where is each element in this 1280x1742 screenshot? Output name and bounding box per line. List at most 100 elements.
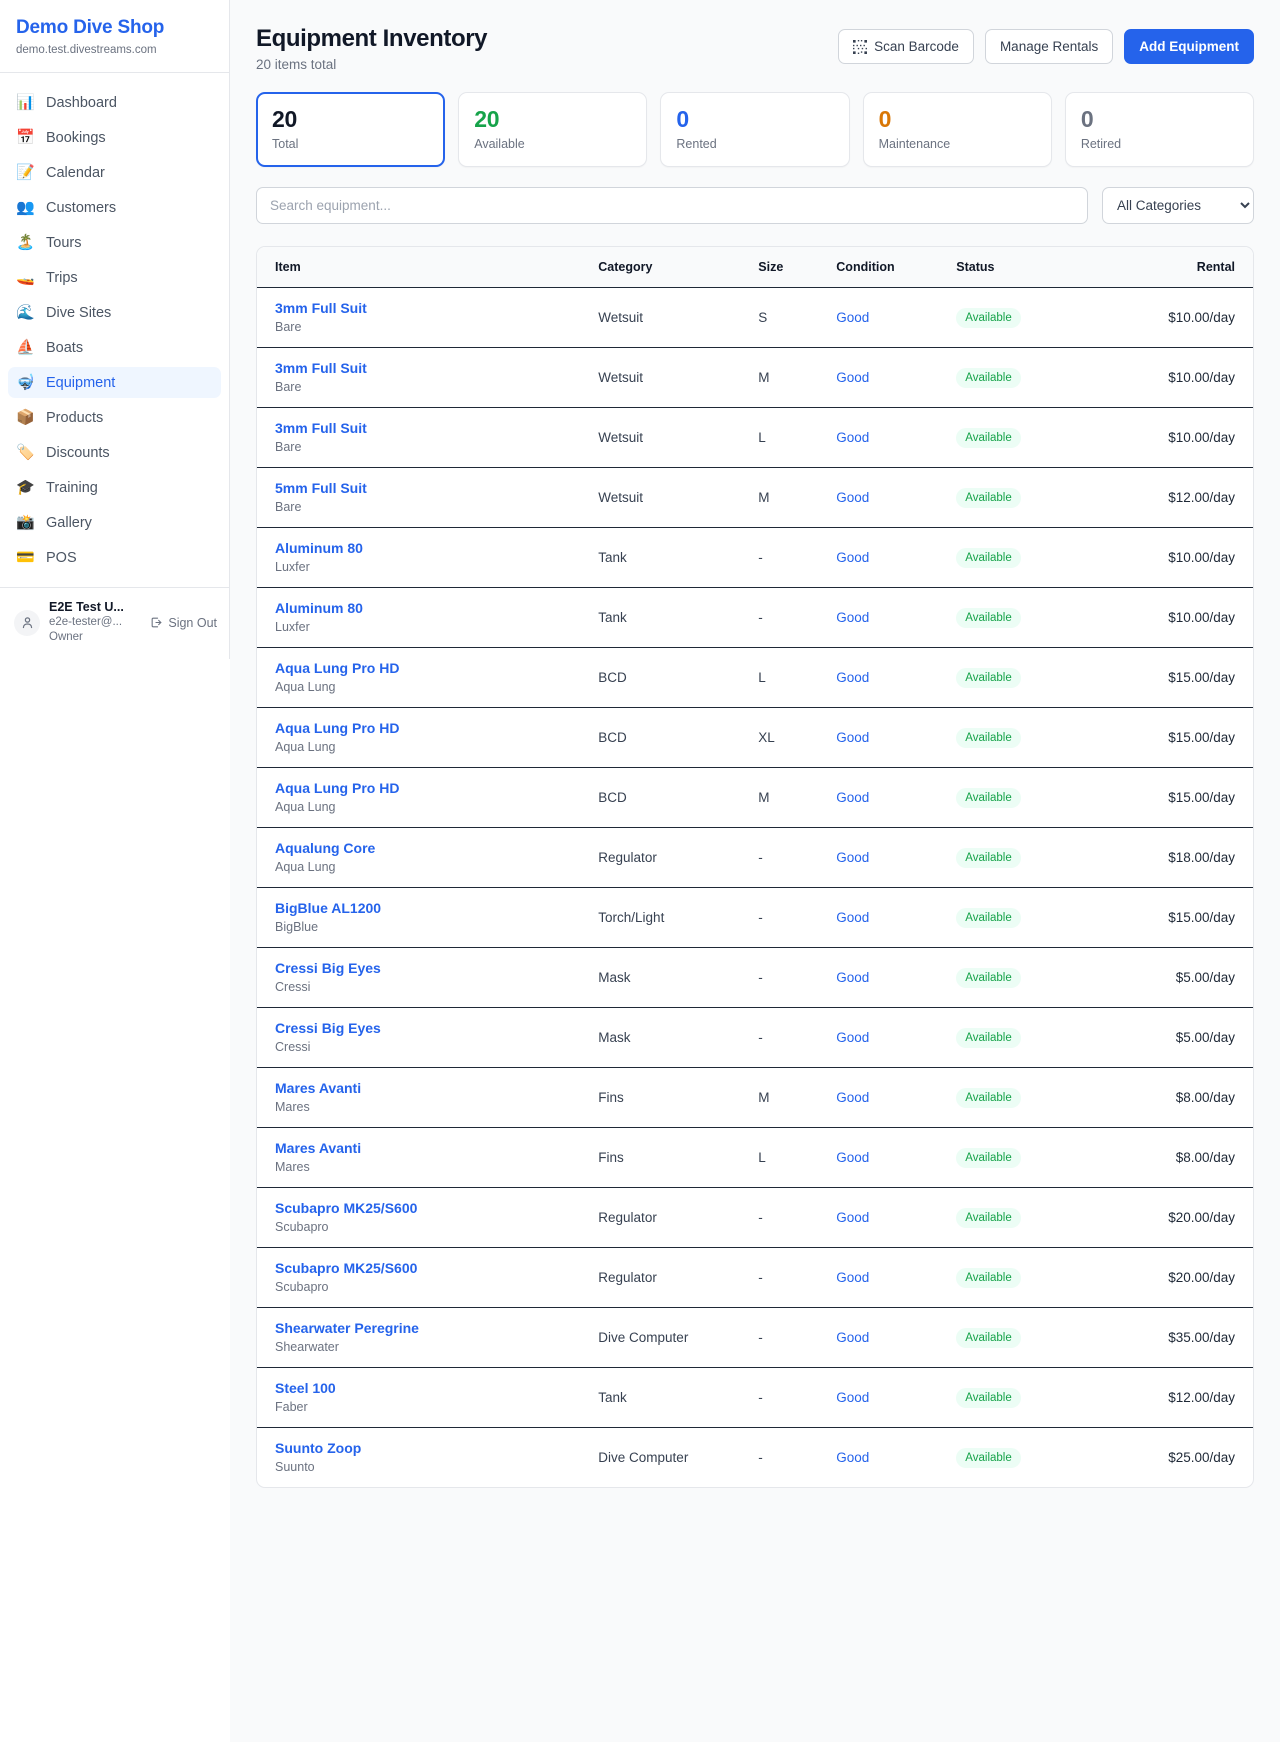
condition-link[interactable]: Good [836, 1330, 870, 1345]
sidebar-item-pos[interactable]: 💳 POS [8, 542, 221, 573]
item-name-link[interactable]: Mares Avanti [275, 1080, 362, 1096]
table-row[interactable]: 3mm Full Suit Bare Wetsuit S Good Available $1… [257, 287, 1253, 348]
condition-link[interactable]: Good [836, 1210, 870, 1225]
sidebar-item-bookings[interactable]: 📅 Bookings [8, 122, 221, 153]
condition-link[interactable]: Good [836, 1270, 870, 1285]
sidebar-item-customers[interactable]: 👥 Customers [8, 192, 221, 223]
column-header-condition[interactable]: Condition [836, 247, 957, 288]
condition-link[interactable]: Good [836, 1450, 870, 1465]
table-row[interactable]: Cressi Big Eyes Cressi Mask - Good Available $… [257, 1007, 1253, 1068]
table-row[interactable]: Scubapro MK25/S600 Scubapro Regulator - Good… [257, 1187, 1253, 1248]
table-row[interactable]: 3mm Full Suit Bare Wetsuit L Good Available $1… [257, 407, 1253, 468]
condition-link[interactable]: Good [836, 610, 870, 625]
condition-link[interactable]: Good [836, 850, 870, 865]
condition-link[interactable]: Good [836, 790, 870, 805]
add-equipment-button[interactable]: Add Equipment [1124, 29, 1254, 64]
sidebar-item-dive-sites[interactable]: 🌊 Dive Sites [8, 297, 221, 328]
item-name-link[interactable]: Aluminum 80 [275, 540, 363, 556]
condition-link[interactable]: Good [836, 910, 870, 925]
item-name-link[interactable]: 5mm Full Suit [275, 480, 367, 496]
column-header-size[interactable]: Size [758, 247, 837, 288]
sidebar-item-discounts[interactable]: 🏷️ Discounts [8, 437, 221, 468]
condition-link[interactable]: Good [836, 370, 870, 385]
column-header-status[interactable]: Status [956, 247, 1075, 288]
sidebar-item-dashboard[interactable]: 📊 Dashboard [8, 87, 221, 118]
sidebar-item-calendar[interactable]: 📝 Calendar [8, 157, 221, 188]
table-row[interactable]: Aluminum 80 Luxfer Tank - Good Available $10.0… [257, 587, 1253, 648]
stat-card-total[interactable]: 20 Total [256, 92, 446, 167]
cell-status: Available [956, 647, 1075, 708]
stat-card-retired[interactable]: 0 Retired [1064, 92, 1255, 167]
table-row[interactable]: Mares Avanti Mares Fins L Good Available $8.00… [257, 1127, 1253, 1188]
item-name-link[interactable]: Steel 100 [275, 1380, 336, 1396]
table-row[interactable]: Steel 100 Faber Tank - Good Available $12.00/d… [257, 1367, 1253, 1428]
stat-card-maintenance[interactable]: 0 Maintenance [862, 92, 1052, 167]
table-row[interactable]: Aqua Lung Pro HD Aqua Lung BCD L Good Availab… [257, 647, 1253, 708]
condition-link[interactable]: Good [836, 430, 870, 445]
sidebar-item-boats[interactable]: ⛵ Boats [8, 332, 221, 363]
condition-link[interactable]: Good [836, 670, 870, 685]
item-name-link[interactable]: 3mm Full Suit [275, 300, 367, 316]
sign-out-button[interactable]: Sign Out [150, 616, 217, 630]
condition-link[interactable]: Good [836, 1030, 870, 1045]
item-name-link[interactable]: BigBlue AL1200 [275, 900, 382, 916]
condition-link[interactable]: Good [836, 970, 870, 985]
item-brand: Suunto [275, 1460, 315, 1474]
cell-rental: $25.00/day [1168, 1450, 1235, 1465]
condition-link[interactable]: Good [836, 1150, 870, 1165]
table-row[interactable]: Scubapro MK25/S600 Scubapro Regulator - Good… [257, 1247, 1253, 1308]
condition-link[interactable]: Good [836, 490, 870, 505]
item-name-link[interactable]: Scubapro MK25/S600 [275, 1200, 418, 1216]
item-name-link[interactable]: 3mm Full Suit [275, 360, 367, 376]
manage-rentals-button[interactable]: Manage Rentals [984, 29, 1114, 64]
table-row[interactable]: Mares Avanti Mares Fins M Good Available $8.00… [257, 1067, 1253, 1128]
sidebar-item-label: Discounts [46, 444, 110, 461]
table-row[interactable]: Suunto Zoop Suunto Dive Computer - Good Avail… [257, 1428, 1253, 1488]
brand-block[interactable]: Demo Dive Shop demo.test.divestreams.com [0, 0, 229, 73]
table-row[interactable]: Aqua Lung Pro HD Aqua Lung BCD XL Good Availa… [257, 707, 1253, 768]
table-row[interactable]: 5mm Full Suit Bare Wetsuit M Good Available $1… [257, 467, 1253, 528]
item-name-link[interactable]: Aqua Lung Pro HD [275, 780, 400, 796]
table-row[interactable]: BigBlue AL1200 BigBlue Torch/Light - Good Ava… [257, 887, 1253, 948]
item-name-link[interactable]: Aluminum 80 [275, 600, 363, 616]
column-header-category[interactable]: Category [598, 247, 759, 288]
cell-condition: Good [836, 887, 957, 948]
item-name-link[interactable]: Aqua Lung Pro HD [275, 660, 400, 676]
table-row[interactable]: Shearwater Peregrine Shearwater Dive Compu… [257, 1307, 1253, 1368]
condition-link[interactable]: Good [836, 1090, 870, 1105]
table-row[interactable]: Aqualung Core Aqua Lung Regulator - Good Avai… [257, 827, 1253, 888]
sidebar-item-tours[interactable]: 🏝️ Tours [8, 227, 221, 258]
table-row[interactable]: Aqua Lung Pro HD Aqua Lung BCD M Good Availab… [257, 767, 1253, 828]
item-name-link[interactable]: Scubapro MK25/S600 [275, 1260, 418, 1276]
item-name-link[interactable]: Cressi Big Eyes [275, 1020, 381, 1036]
table-row[interactable]: Aluminum 80 Luxfer Tank - Good Available $10.0… [257, 527, 1253, 588]
item-name-link[interactable]: Mares Avanti [275, 1140, 362, 1156]
cell-rental: $10.00/day [1074, 287, 1253, 348]
category-select[interactable]: All Categories [1102, 187, 1254, 224]
sidebar-item-equipment[interactable]: 🤿 Equipment [8, 367, 221, 398]
item-name-link[interactable]: Aqualung Core [275, 840, 376, 856]
column-header-item[interactable]: Item [257, 247, 599, 288]
condition-link[interactable]: Good [836, 310, 870, 325]
stat-card-rented[interactable]: 0 Rented [660, 92, 850, 167]
sidebar-item-products[interactable]: 📦 Products [8, 402, 221, 433]
sidebar-item-trips[interactable]: 🚤 Trips [8, 262, 221, 293]
item-name-link[interactable]: Cressi Big Eyes [275, 960, 381, 976]
condition-link[interactable]: Good [836, 1390, 870, 1405]
sidebar-item-gallery[interactable]: 📸 Gallery [8, 507, 221, 538]
column-header-rental[interactable]: Rental [1074, 247, 1253, 288]
camera-flash-icon: 📸 [16, 514, 35, 531]
filter-bar: All Categories [256, 187, 1254, 224]
item-name-link[interactable]: Shearwater Peregrine [275, 1320, 419, 1336]
item-name-link[interactable]: 3mm Full Suit [275, 420, 367, 436]
item-name-link[interactable]: Aqua Lung Pro HD [275, 720, 400, 736]
search-input[interactable] [256, 187, 1088, 224]
table-row[interactable]: Cressi Big Eyes Cressi Mask - Good Available $… [257, 947, 1253, 1008]
condition-link[interactable]: Good [836, 730, 870, 745]
scan-barcode-button[interactable]: Scan Barcode [838, 29, 974, 64]
item-name-link[interactable]: Suunto Zoop [275, 1440, 362, 1456]
table-row[interactable]: 3mm Full Suit Bare Wetsuit M Good Available $1… [257, 347, 1253, 408]
stat-card-available[interactable]: 20 Available [458, 92, 648, 167]
condition-link[interactable]: Good [836, 550, 870, 565]
sidebar-item-training[interactable]: 🎓 Training [8, 472, 221, 503]
